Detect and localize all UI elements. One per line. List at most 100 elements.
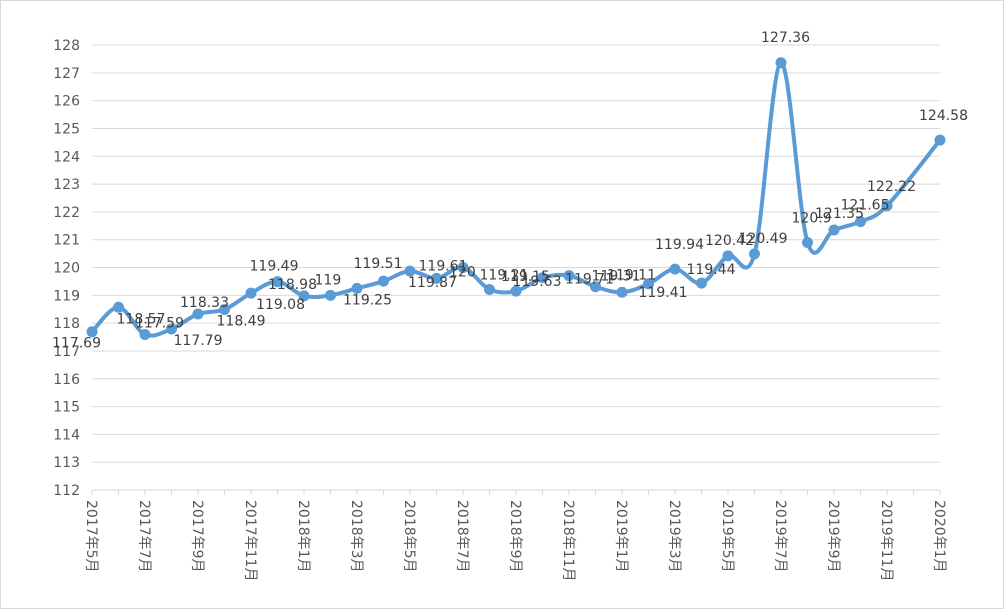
data-point (404, 265, 416, 277)
data-point (881, 200, 893, 212)
data-point (510, 285, 522, 297)
data-point (590, 281, 601, 293)
y-tick-label: 112 (53, 483, 80, 499)
data-label: 118.98 (268, 277, 317, 293)
data-label: 120.49 (739, 231, 788, 247)
x-tick-label: 2017年5月 (83, 500, 99, 573)
data-label: 119.11 (607, 267, 656, 283)
data-label: 119.25 (343, 292, 392, 308)
data-point (192, 308, 204, 320)
data-label: 117.59 (135, 316, 184, 332)
data-label: 119.21 (480, 267, 529, 283)
y-tick-label: 123 (53, 177, 80, 193)
x-tick-label: 2018年3月 (348, 500, 364, 573)
x-tick-label: 2019年1月 (613, 500, 629, 573)
y-tick-label: 113 (53, 455, 80, 471)
y-tick-label: 122 (53, 205, 80, 221)
data-label: 119.44 (687, 262, 736, 278)
data-point (775, 57, 787, 69)
data-point (351, 282, 363, 294)
x-tick-label: 2019年9月 (825, 500, 841, 573)
data-label: 119.61 (419, 258, 468, 274)
data-label: 117.79 (174, 333, 223, 349)
data-point (749, 248, 760, 260)
data-label: 120 (449, 265, 476, 281)
axes: 112 113 114 115 116 117 118 119 120 121 122 123 124 1… (53, 38, 947, 581)
series-line (90, 60, 942, 338)
y-tick-label: 126 (53, 94, 80, 110)
data-label: 119.63 (513, 274, 562, 290)
data-point (325, 289, 336, 301)
data-label: 124.58 (919, 108, 968, 124)
marker-layer (86, 57, 946, 341)
data-point (484, 283, 495, 295)
data-point (431, 272, 442, 284)
data-label: 118.49 (217, 313, 266, 329)
data-point (86, 326, 98, 338)
data-label: 119.51 (354, 256, 403, 272)
x-tick-label: 2020年1月 (931, 500, 947, 573)
y-tick-label: 120 (53, 261, 80, 277)
data-point (855, 216, 866, 228)
data-point (298, 290, 310, 302)
data-point (696, 277, 707, 289)
data-point (828, 224, 840, 236)
data-point (616, 286, 628, 298)
data-label: 121.65 (841, 198, 890, 214)
data-point (802, 236, 813, 248)
x-tick-label: 2017年7月 (136, 500, 152, 573)
data-label: 120.42 (705, 233, 754, 249)
data-point (113, 301, 124, 313)
x-tick-label: 2018年7月 (454, 500, 470, 573)
data-point (139, 329, 151, 341)
x-tick-label: 2018年9月 (507, 500, 523, 573)
x-tick-label: 2019年11月 (878, 500, 894, 581)
data-point (643, 278, 654, 290)
x-tick-label: 2017年9月 (189, 500, 205, 573)
data-label: 122.22 (867, 179, 916, 195)
data-label: 119.41 (639, 285, 688, 301)
data-point (219, 303, 230, 315)
data-point (457, 262, 469, 273)
data-label: 119.08 (256, 297, 305, 313)
data-label: 121.35 (815, 206, 864, 222)
y-tick-label: 121 (53, 233, 80, 249)
data-label: 119.15 (501, 269, 550, 285)
y-tick-label: 117 (53, 344, 80, 360)
y-tick-label: 125 (53, 121, 80, 137)
x-tick-label: 2018年11月 (560, 500, 576, 581)
x-tick-label: 2019年7月 (772, 500, 788, 573)
x-tick-label: 2018年5月 (401, 500, 417, 573)
gridlines (92, 44, 940, 491)
y-tick-label: 127 (53, 66, 80, 82)
x-tick-label: 2019年3月 (666, 500, 682, 573)
y-tick-label: 116 (53, 372, 80, 388)
data-point (722, 250, 734, 262)
data-label: 119.49 (250, 259, 299, 275)
y-tick-label: 115 (53, 400, 80, 416)
data-label: 119 (315, 272, 342, 288)
data-label: 119.87 (408, 275, 457, 291)
data-point (166, 323, 177, 335)
data-label: 118.33 (180, 295, 229, 311)
data-point (563, 270, 575, 282)
x-tick-label: 2017年11月 (242, 500, 258, 581)
data-point (669, 263, 681, 275)
y-tick-label: 118 (53, 316, 80, 332)
data-point (537, 272, 548, 284)
data-label: 120.9 (792, 210, 832, 226)
data-point (272, 276, 283, 288)
data-point (934, 134, 946, 146)
data-label: 127.36 (761, 30, 810, 46)
y-tick-label: 124 (53, 149, 80, 165)
data-point (245, 287, 257, 299)
y-tick-label: 128 (53, 38, 80, 54)
series-layer (90, 60, 942, 338)
data-label: 117.69 (52, 336, 101, 352)
y-tick-label: 114 (53, 427, 80, 443)
data-label: 119.71 (565, 272, 614, 288)
x-tick-label: 2018年1月 (295, 500, 311, 573)
data-label-layer: 117.69118.57117.59117.79118.33118.49119.… (52, 30, 968, 352)
